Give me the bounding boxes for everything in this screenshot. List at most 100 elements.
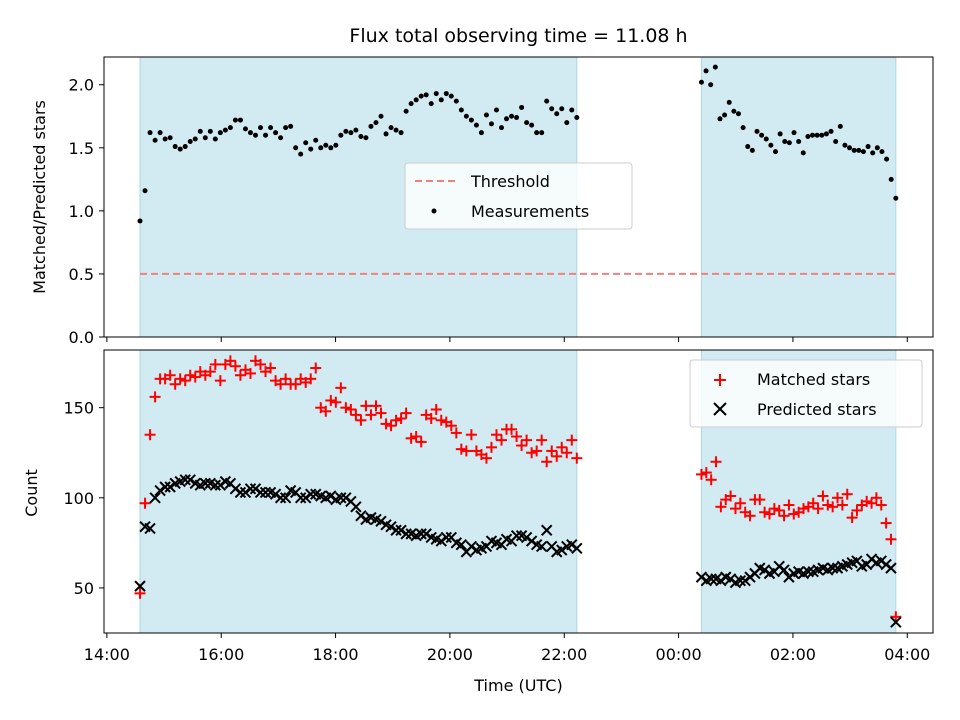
matched-point [836, 499, 848, 511]
matched-point [275, 378, 287, 390]
matched-point [875, 499, 887, 511]
measurement-point [768, 142, 774, 148]
measurement-point [323, 142, 329, 148]
matched-point [410, 431, 422, 443]
measurement-point [712, 64, 718, 70]
measurement-point [509, 113, 515, 119]
measurement-point [856, 147, 862, 153]
night-band [139, 349, 578, 634]
matched-point [485, 441, 497, 453]
predicted-point [420, 528, 432, 540]
predicted-point [455, 538, 468, 551]
measurement-point [418, 93, 424, 99]
measurement-point [268, 125, 274, 131]
predicted-point [274, 492, 287, 504]
measurement-point [458, 107, 464, 113]
matched-point [209, 358, 221, 370]
matched-point [280, 373, 292, 385]
measurement-point [504, 116, 510, 122]
measurement-point [773, 149, 779, 155]
measurement-point [870, 150, 876, 156]
matched-point [536, 434, 548, 446]
ratio-legend: Threshold Measurements [404, 162, 633, 230]
matched-point [355, 414, 367, 426]
measurement-point [749, 147, 755, 153]
matched-point [798, 503, 810, 515]
matched-point [561, 447, 573, 459]
predicted-point [199, 477, 211, 490]
x-tick-label: 00:00 [656, 645, 702, 664]
measurement-point [534, 130, 540, 136]
matched-point [516, 440, 528, 452]
measurement-point [828, 128, 834, 134]
measurement-point [288, 123, 294, 129]
measurement-points [137, 64, 899, 224]
matched-point [710, 456, 722, 468]
predicted-point [415, 528, 427, 540]
predicted-legend-icon [713, 402, 727, 416]
matched-point [325, 394, 337, 406]
matched-point [390, 414, 402, 426]
matched-point [445, 420, 457, 432]
predicted-point [525, 535, 538, 547]
matched-point [822, 499, 834, 511]
predicted-point [520, 531, 533, 544]
measurement-point [237, 117, 243, 123]
predicted-point [234, 486, 247, 499]
measurement-point [433, 91, 439, 97]
matched-point [715, 501, 727, 513]
y-tick-label: 0.5 [69, 265, 94, 284]
matched-point [365, 409, 377, 421]
measurement-point [559, 106, 565, 112]
x-tick-label: 22:00 [541, 645, 587, 664]
predicted-point [734, 575, 747, 587]
measurement-point [298, 151, 304, 157]
matched-point [224, 355, 236, 367]
threshold-legend-label: Threshold [470, 172, 550, 191]
measurement-point [368, 123, 374, 129]
predicted-point [510, 529, 523, 542]
count-y-axis-label: Count [22, 469, 41, 517]
matched-point [189, 371, 201, 383]
matched-point [566, 434, 578, 446]
predicted-point [134, 580, 146, 592]
matched-point [139, 497, 151, 509]
ratio-panel: 0.00.51.01.52.0 Matched/Predicted stars … [30, 56, 934, 347]
measurement-point [162, 136, 168, 142]
measurement-point [463, 113, 469, 119]
measurement-point [514, 115, 520, 121]
matched-point [841, 488, 853, 500]
predicted-point [305, 488, 317, 500]
matched-point [430, 403, 442, 415]
measurement-point [303, 140, 309, 146]
matched-point [204, 366, 216, 378]
predicted-point [294, 492, 307, 504]
matched-point [759, 506, 771, 518]
measurement-point [722, 112, 728, 118]
measurement-point [569, 107, 575, 113]
measurement-point [137, 218, 143, 224]
measurement-point [217, 130, 223, 136]
matched-point [807, 497, 819, 509]
matched-point [521, 434, 533, 446]
predicted-point [566, 538, 578, 551]
predicted-point [184, 474, 196, 486]
predicted-point [259, 486, 272, 499]
x-tick-label: 20:00 [427, 645, 473, 664]
matched-point [435, 414, 447, 426]
matched-point [866, 497, 878, 509]
matched-point [360, 400, 372, 412]
matched-point [169, 378, 181, 390]
predicted-point [385, 520, 397, 533]
predicted-point [279, 492, 292, 504]
measurement-point [358, 133, 364, 139]
matched-point [320, 405, 332, 417]
measurement-point [786, 140, 792, 146]
measurement-point [865, 144, 871, 150]
matched-point [768, 503, 780, 515]
matched-point [214, 375, 226, 387]
measurement-point [833, 139, 839, 145]
measurement-point [182, 144, 188, 150]
matched-point [870, 492, 882, 504]
predicted-point [465, 540, 478, 553]
